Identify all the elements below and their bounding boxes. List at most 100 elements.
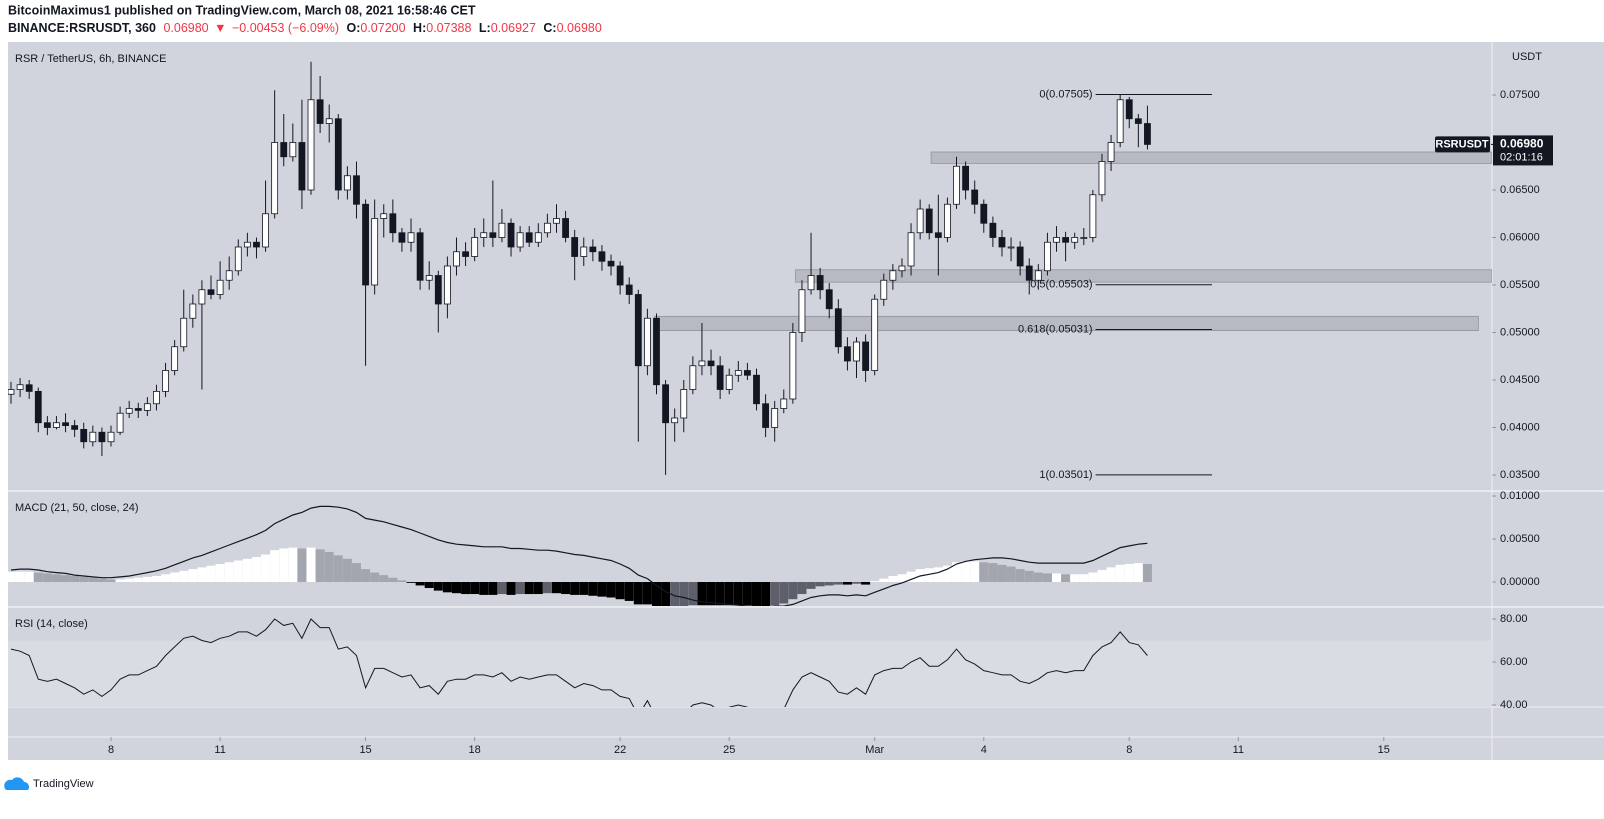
candle-body	[262, 213, 269, 248]
histogram-bar	[115, 579, 125, 583]
x-tick-label: 8	[108, 744, 114, 756]
ohlc-value: 0.06980	[557, 21, 602, 35]
histogram-bar	[779, 582, 789, 604]
histogram-bar	[142, 576, 152, 583]
histogram-bar	[533, 582, 543, 595]
candle-body	[998, 237, 1006, 248]
histogram-bar	[161, 574, 171, 583]
candle-body	[489, 232, 497, 238]
histogram-bar	[706, 582, 716, 606]
candle-body	[934, 232, 942, 238]
histogram-bar	[342, 558, 352, 583]
histogram-bar	[388, 577, 398, 583]
histogram-bar	[379, 575, 389, 583]
last-price-value: 0.06980	[1500, 137, 1544, 151]
histogram-bar	[15, 571, 25, 583]
ohlc-label: H:	[413, 21, 426, 35]
x-tick-label: 4	[981, 744, 987, 756]
candle-body	[216, 279, 224, 295]
histogram-bar	[97, 578, 107, 583]
histogram-bar	[461, 582, 471, 595]
candle-body	[598, 251, 606, 262]
histogram-bar	[806, 582, 816, 589]
histogram-bar	[242, 558, 252, 583]
candle-body	[853, 341, 860, 362]
histogram-bar	[315, 549, 325, 583]
histogram-bar	[906, 571, 916, 583]
y-tick-label: 40.00	[1500, 699, 1528, 711]
histogram-bar	[397, 580, 407, 583]
candle-body	[171, 346, 179, 371]
histogram-bar	[297, 548, 307, 583]
candle-body	[1134, 118, 1142, 124]
histogram-bar	[561, 582, 571, 595]
histogram-bar	[606, 582, 616, 598]
candle-body	[225, 270, 233, 281]
candle-body	[480, 232, 488, 238]
candle-body	[698, 360, 706, 367]
histogram-bar	[661, 582, 671, 606]
candle-body	[325, 118, 333, 124]
candle-body	[8, 389, 15, 395]
candle-body	[43, 422, 51, 428]
histogram-bar	[1033, 572, 1043, 583]
candle-body	[616, 265, 624, 286]
candle-body	[980, 203, 988, 224]
histogram-bar	[1133, 563, 1143, 583]
histogram-bar	[642, 582, 652, 605]
histogram-bar	[8, 571, 16, 583]
candle-body	[553, 218, 560, 224]
candle-body	[898, 265, 906, 272]
y-tick-label: 0.01000	[1500, 490, 1540, 502]
candle-body	[916, 208, 924, 234]
candle-body	[407, 232, 415, 243]
histogram-bar	[679, 582, 689, 606]
histogram-bar	[288, 547, 298, 583]
candle-body	[53, 422, 60, 428]
candle-body	[580, 246, 588, 257]
y-tick-label: 0.05500	[1500, 279, 1540, 291]
candle-body	[989, 222, 997, 238]
candle-body	[925, 208, 933, 234]
histogram-bar	[506, 582, 516, 595]
candle-body	[880, 279, 888, 300]
unit-label: USDT	[1512, 51, 1542, 63]
candle-body	[971, 189, 979, 205]
histogram-bar	[761, 582, 771, 606]
candle-body	[307, 99, 315, 191]
pane-title: RSR / TetherUS, 6h, BINANCE	[15, 53, 166, 65]
pane-title: MACD (21, 50, close, 24)	[15, 502, 139, 514]
histogram-bar	[797, 582, 807, 595]
candle-body	[871, 298, 879, 371]
histogram-bar	[933, 567, 943, 583]
candle-body	[243, 241, 251, 248]
histogram-bar	[633, 582, 643, 605]
candle-body	[125, 408, 133, 414]
histogram-bar	[897, 574, 907, 583]
histogram-bar	[870, 581, 880, 583]
x-tick-label: 15	[359, 744, 371, 756]
histogram-bar	[1088, 572, 1098, 583]
candle-body	[744, 370, 751, 376]
histogram-bar	[542, 582, 552, 594]
histogram-bar	[1124, 563, 1134, 583]
histogram-bar	[833, 582, 843, 585]
histogram-bar	[770, 582, 780, 606]
candle-body	[680, 389, 688, 419]
histogram-bar	[270, 550, 280, 583]
candle-body	[562, 218, 569, 238]
candle-body	[153, 390, 160, 405]
logo-icon	[4, 777, 29, 790]
candle-body	[1071, 237, 1079, 243]
histogram-bar	[206, 565, 216, 583]
fib-label: 0(0.07505)	[1039, 88, 1092, 100]
histogram-bar	[224, 562, 234, 583]
y-tick-label: 0.04000	[1500, 421, 1540, 433]
y-tick-label: 0.00000	[1500, 576, 1540, 588]
histogram-bar	[551, 582, 561, 594]
candle-body	[71, 425, 79, 430]
candle-body	[207, 289, 215, 295]
histogram-bar	[442, 582, 452, 593]
candle-body	[516, 232, 524, 248]
